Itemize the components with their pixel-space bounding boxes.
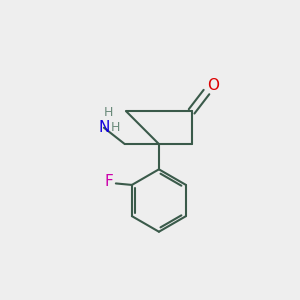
Text: H: H bbox=[110, 121, 120, 134]
Text: H: H bbox=[104, 106, 113, 119]
Text: N: N bbox=[98, 120, 110, 135]
Text: F: F bbox=[105, 175, 113, 190]
Text: O: O bbox=[207, 78, 219, 93]
